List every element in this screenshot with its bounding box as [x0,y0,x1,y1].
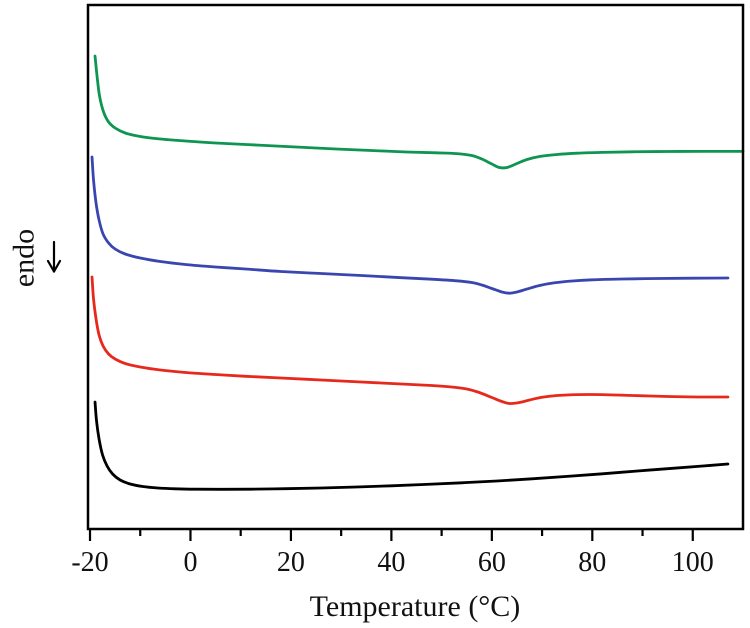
x-tick-label-80: 80 [578,547,606,578]
x-tick-label-20: 20 [277,547,305,578]
series-red [90,275,730,405]
series-green-top [93,54,745,170]
x-axis-title: Temperature (°C) [310,590,521,623]
x-tick-label-100: 100 [672,547,714,578]
x-axis-tick-labels: -20 0 20 40 60 80 100 [71,547,713,578]
y-axis-title: endo [8,229,41,287]
plot-frame [86,3,745,531]
x-tick-label-0: 0 [183,547,197,578]
endo-down-arrow-icon [46,240,62,273]
curves-group [90,54,745,491]
x-tick-label-40: 40 [377,547,405,578]
x-axis-ticks [88,529,694,541]
series-black-bottom [93,400,730,491]
x-tick-label-60: 60 [478,547,506,578]
series-blue [90,155,730,295]
x-tick-label--20: -20 [71,547,108,578]
